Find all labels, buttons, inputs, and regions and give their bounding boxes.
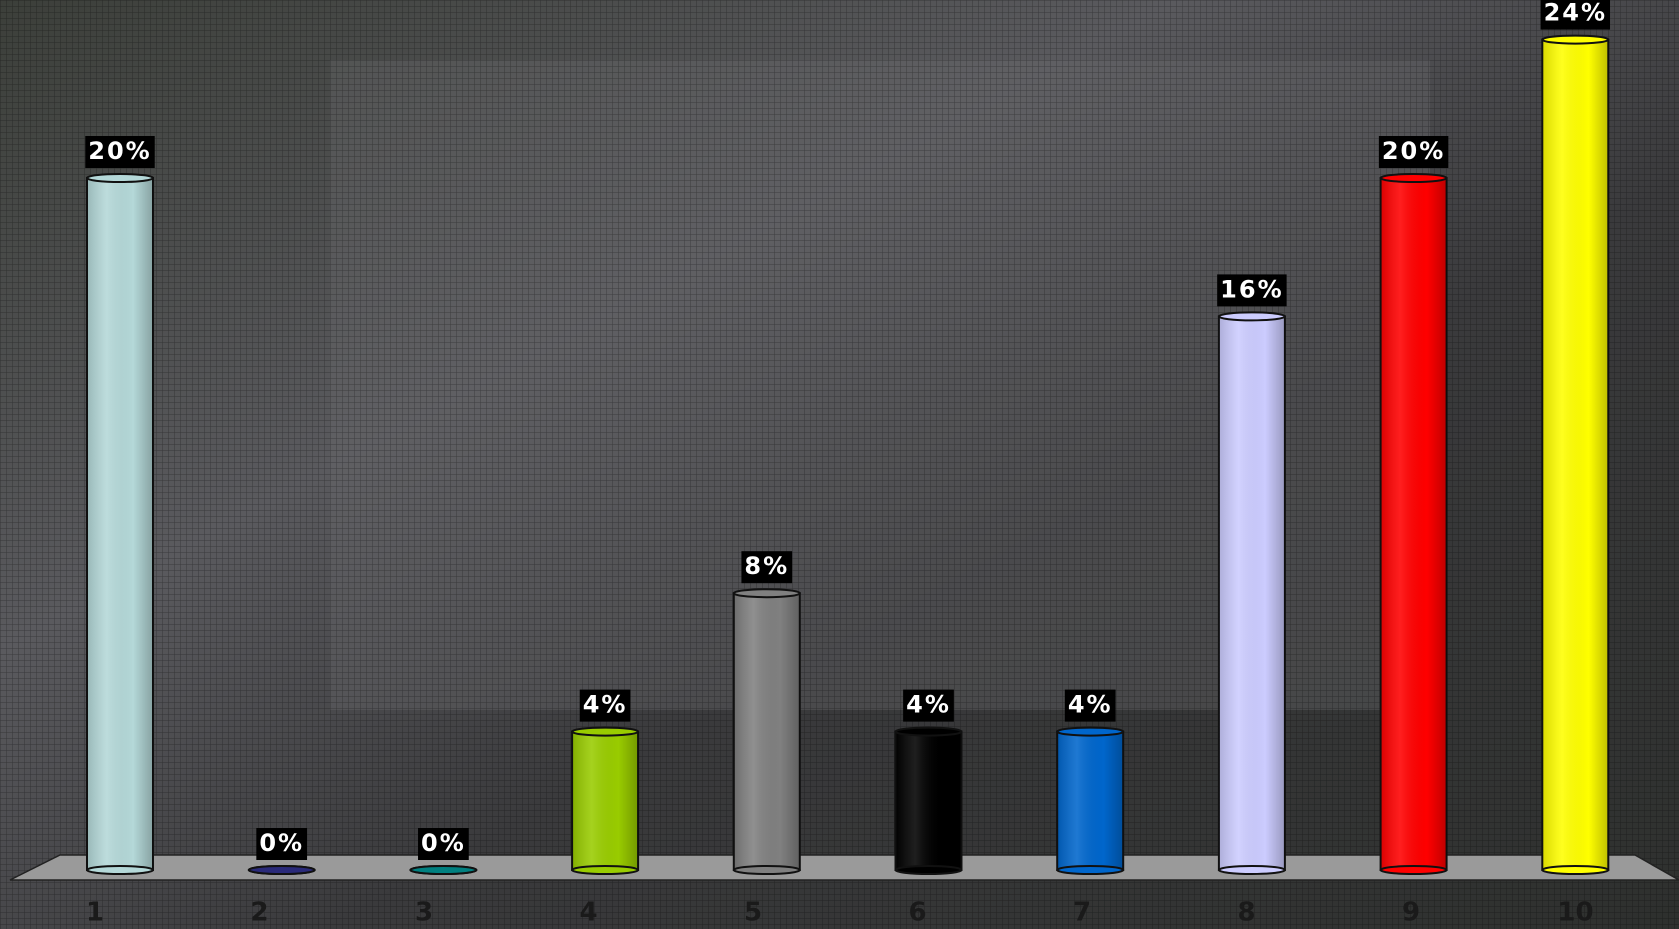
bar-top xyxy=(1541,34,1610,45)
x-tick-label: 5 xyxy=(744,898,762,928)
bar-shade xyxy=(87,178,153,870)
bar-base xyxy=(1379,865,1448,875)
bar-base xyxy=(1217,865,1286,875)
bar-top xyxy=(732,588,801,599)
value-label-box xyxy=(903,689,954,722)
x-tick-label: 7 xyxy=(1073,898,1091,928)
x-tick-label: 1 xyxy=(86,898,104,928)
bar-top xyxy=(571,726,640,737)
bar-shade xyxy=(572,731,639,870)
value-label: 0% xyxy=(421,829,466,857)
bar-shade xyxy=(1218,316,1285,870)
bar-top xyxy=(409,865,478,875)
value-label: 16% xyxy=(1220,275,1283,303)
value-label-box xyxy=(1064,689,1116,722)
value-label-box xyxy=(85,136,155,168)
bar-base xyxy=(894,865,963,875)
bar-shade xyxy=(1057,731,1124,870)
bar-shade xyxy=(895,731,962,870)
value-label: 8% xyxy=(744,552,789,580)
value-label-box xyxy=(579,689,631,722)
bar-top xyxy=(894,726,963,737)
value-label: 20% xyxy=(1382,137,1445,165)
bar-top xyxy=(1217,311,1286,322)
value-label-box xyxy=(1378,136,1449,168)
x-tick-label: 8 xyxy=(1237,898,1255,928)
value-label: 4% xyxy=(906,691,951,719)
bar-top xyxy=(247,865,316,875)
value-label-box xyxy=(256,828,308,860)
value-label-box xyxy=(741,551,793,584)
value-label: 20% xyxy=(88,137,151,165)
bar-base xyxy=(1541,865,1610,875)
bar-base xyxy=(1056,865,1125,875)
bar-shade xyxy=(733,593,800,870)
value-label-box xyxy=(1217,274,1287,307)
bar-shade xyxy=(1542,39,1609,871)
bar-top xyxy=(86,173,154,183)
bar-shade xyxy=(1380,178,1447,870)
bar-top xyxy=(1056,726,1125,737)
bar-base xyxy=(86,865,154,875)
bar-base xyxy=(732,865,801,875)
value-label-box xyxy=(418,828,469,860)
x-tick-label: 10 xyxy=(1557,898,1593,928)
x-tick-label: 4 xyxy=(579,898,597,928)
value-label: 4% xyxy=(1068,691,1113,719)
x-tick-label: 9 xyxy=(1402,898,1420,928)
bar-base xyxy=(571,865,640,875)
value-label: 4% xyxy=(583,691,628,719)
value-label: 0% xyxy=(259,829,304,857)
x-tick-label: 3 xyxy=(415,898,433,928)
x-tick-label: 6 xyxy=(908,898,926,928)
x-tick-label: 2 xyxy=(250,898,268,928)
value-label: 24% xyxy=(1544,0,1607,27)
value-label-box xyxy=(1540,0,1611,30)
bar-top xyxy=(1379,173,1448,183)
